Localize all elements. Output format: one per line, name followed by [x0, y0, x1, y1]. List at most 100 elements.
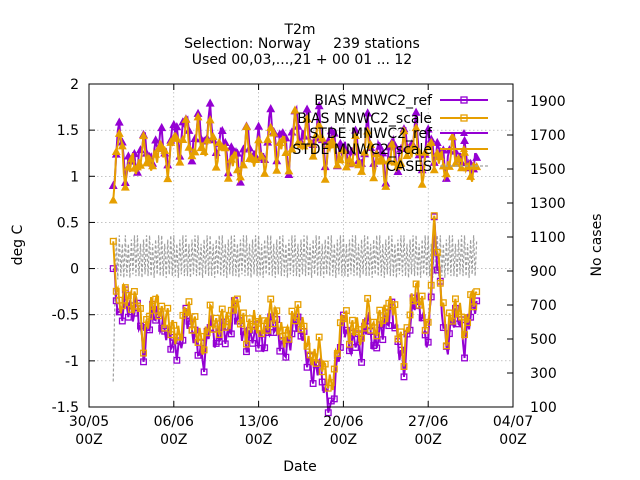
data-point [411, 107, 421, 116]
data-point [235, 172, 245, 181]
y-tick-label: -0.5 [52, 308, 79, 324]
data-point [120, 182, 130, 191]
data-point [148, 161, 158, 170]
data-point [314, 101, 324, 110]
data-point [272, 165, 282, 174]
data-point [303, 342, 311, 350]
data-point [466, 171, 476, 180]
data-point [445, 309, 453, 317]
data-point [172, 122, 182, 131]
data-point [284, 166, 294, 175]
data-point [442, 342, 450, 350]
data-point [302, 113, 312, 123]
plot-frame [88, 83, 514, 408]
data-point [191, 313, 199, 320]
data-point [243, 348, 250, 356]
data-point [396, 158, 406, 167]
data-point [218, 305, 226, 313]
data-point [349, 316, 356, 324]
data-point [111, 146, 121, 156]
legend-marker [460, 145, 468, 152]
data-point [414, 147, 424, 156]
data-point [321, 360, 329, 368]
data-point [190, 147, 200, 156]
data-point [330, 365, 338, 373]
y2-tick-label: 1500 [530, 162, 566, 178]
y-tick-label: 0.5 [57, 215, 79, 231]
data-point [173, 356, 181, 364]
data-point [146, 312, 154, 320]
y-axis-label: deg C [10, 224, 26, 265]
data-point [411, 122, 421, 132]
series-line [112, 215, 478, 391]
y2-tick-label: 1900 [530, 94, 566, 110]
data-point [387, 139, 397, 148]
data-point [226, 154, 236, 163]
data-point [299, 141, 309, 150]
data-point [124, 292, 132, 299]
y-tick-label: 0 [70, 262, 79, 278]
y2-tick-label: 1300 [530, 196, 566, 212]
data-point [185, 298, 193, 306]
data-point [324, 409, 332, 417]
x-tick-label: 00Z [330, 432, 357, 448]
data-point [130, 287, 138, 295]
x-tick-label: 00Z [245, 432, 272, 448]
y-tick-label: 2 [70, 77, 79, 93]
y-tick-label: -1.5 [52, 400, 79, 416]
data-point [332, 160, 342, 169]
data-point [417, 179, 427, 188]
data-point [205, 115, 215, 124]
data-point [472, 152, 482, 161]
data-point [338, 145, 348, 154]
data-point [378, 155, 388, 164]
data-point [391, 301, 399, 309]
data-point [263, 134, 273, 143]
data-point [188, 326, 196, 334]
data-point [187, 151, 197, 160]
y-tick-label: -1 [65, 354, 79, 370]
data-point [182, 308, 190, 316]
data-point [457, 163, 466, 172]
data-point [309, 353, 317, 361]
data-point [266, 104, 276, 113]
data-point [117, 141, 127, 150]
data-point [257, 151, 267, 160]
data-point [175, 157, 185, 166]
data-point [423, 142, 433, 151]
data-point [236, 320, 244, 328]
legend-label: BIAS MNWC2_ref [314, 93, 433, 109]
data-point [473, 288, 481, 296]
plot-area [108, 98, 482, 417]
data-point [199, 146, 209, 155]
series-3 [108, 105, 482, 204]
data-point [460, 135, 469, 145]
data-point [433, 248, 441, 256]
data-point [163, 173, 173, 183]
data-point [339, 315, 347, 323]
data-point [375, 141, 385, 150]
axis-ticks: 30/05 00Z 06/06 00Z 13/06 00Z 20/06 00Z 27/06 00Z… [52, 77, 566, 448]
data-point [282, 353, 290, 361]
data-point [294, 301, 302, 308]
data-point [172, 133, 182, 142]
data-point [384, 156, 394, 165]
data-point [379, 317, 387, 324]
data-point [282, 326, 290, 334]
data-point [157, 122, 167, 132]
data-point [390, 157, 400, 166]
data-point [423, 124, 433, 133]
data-point [447, 131, 457, 141]
legend-label: BIAS MNWC2_scale [297, 111, 432, 127]
data-point [145, 154, 155, 163]
data-point [196, 143, 206, 152]
legend-marker [460, 129, 468, 136]
data-point [276, 347, 284, 355]
data-point [200, 368, 208, 376]
x-tick-label: 20/06 [323, 414, 363, 430]
data-point [360, 147, 370, 156]
data-point [400, 373, 408, 381]
chart-subtitle-used: Used 00,03,...,21 + 00 01 ... 12 [192, 52, 412, 68]
y2-tick-label: 100 [530, 400, 557, 416]
